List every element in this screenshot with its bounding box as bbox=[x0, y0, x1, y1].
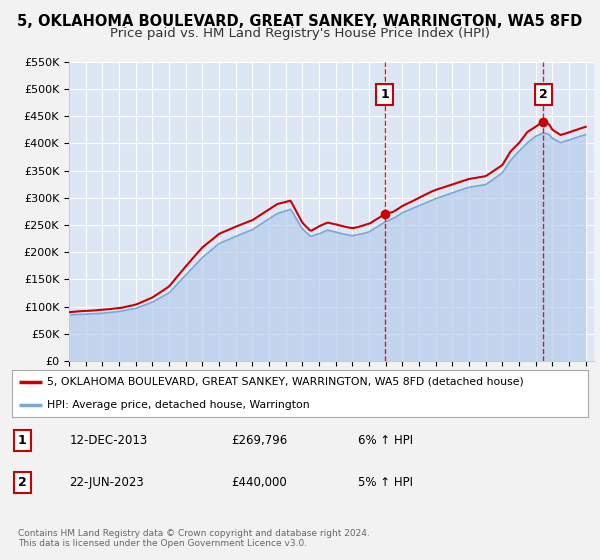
Text: 5, OKLAHOMA BOULEVARD, GREAT SANKEY, WARRINGTON, WA5 8FD (detached house): 5, OKLAHOMA BOULEVARD, GREAT SANKEY, WAR… bbox=[47, 376, 523, 386]
Text: HPI: Average price, detached house, Warrington: HPI: Average price, detached house, Warr… bbox=[47, 400, 309, 410]
Text: 5% ↑ HPI: 5% ↑ HPI bbox=[358, 477, 413, 489]
Text: £269,796: £269,796 bbox=[231, 434, 287, 447]
Text: 12-DEC-2013: 12-DEC-2013 bbox=[70, 434, 148, 447]
Text: 6% ↑ HPI: 6% ↑ HPI bbox=[358, 434, 413, 447]
Text: 5, OKLAHOMA BOULEVARD, GREAT SANKEY, WARRINGTON, WA5 8FD: 5, OKLAHOMA BOULEVARD, GREAT SANKEY, WAR… bbox=[17, 14, 583, 29]
Text: 22-JUN-2023: 22-JUN-2023 bbox=[70, 477, 145, 489]
Text: Price paid vs. HM Land Registry's House Price Index (HPI): Price paid vs. HM Land Registry's House … bbox=[110, 27, 490, 40]
Text: 2: 2 bbox=[539, 88, 548, 101]
Text: Contains HM Land Registry data © Crown copyright and database right 2024.
This d: Contains HM Land Registry data © Crown c… bbox=[18, 529, 370, 548]
Text: £440,000: £440,000 bbox=[231, 477, 287, 489]
Text: 1: 1 bbox=[18, 434, 27, 447]
Text: 2: 2 bbox=[18, 477, 27, 489]
Text: 1: 1 bbox=[380, 88, 389, 101]
